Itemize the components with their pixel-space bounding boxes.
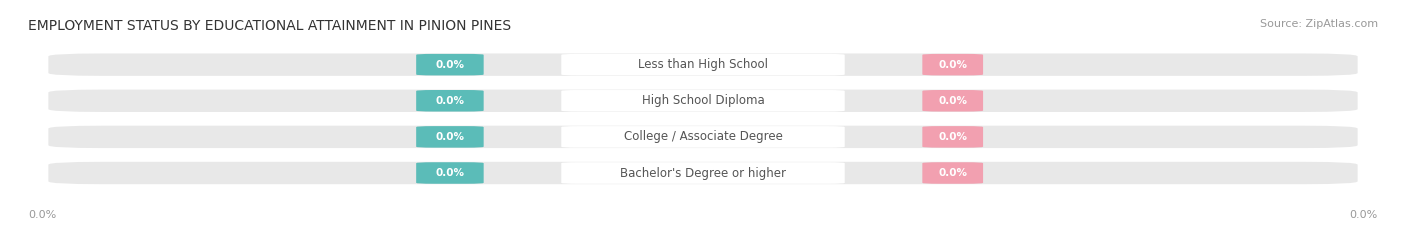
FancyBboxPatch shape [561,126,845,148]
FancyBboxPatch shape [416,126,484,148]
Text: 0.0%: 0.0% [938,168,967,178]
Text: 0.0%: 0.0% [938,132,967,142]
Text: 0.0%: 0.0% [938,60,967,70]
FancyBboxPatch shape [48,53,1358,76]
Text: College / Associate Degree: College / Associate Degree [624,130,782,143]
Text: 0.0%: 0.0% [938,96,967,106]
Text: 0.0%: 0.0% [1350,210,1378,220]
FancyBboxPatch shape [48,162,1358,184]
Text: Less than High School: Less than High School [638,58,768,71]
Text: Bachelor's Degree or higher: Bachelor's Degree or higher [620,167,786,179]
FancyBboxPatch shape [561,54,845,75]
Text: High School Diploma: High School Diploma [641,94,765,107]
FancyBboxPatch shape [416,54,484,75]
FancyBboxPatch shape [561,162,845,184]
FancyBboxPatch shape [416,162,484,184]
FancyBboxPatch shape [922,90,983,112]
FancyBboxPatch shape [48,126,1358,148]
Text: EMPLOYMENT STATUS BY EDUCATIONAL ATTAINMENT IN PINION PINES: EMPLOYMENT STATUS BY EDUCATIONAL ATTAINM… [28,19,512,33]
Text: 0.0%: 0.0% [436,132,464,142]
FancyBboxPatch shape [48,89,1358,112]
Text: 0.0%: 0.0% [436,96,464,106]
FancyBboxPatch shape [416,90,484,112]
FancyBboxPatch shape [922,162,983,184]
Text: 0.0%: 0.0% [28,210,56,220]
Text: 0.0%: 0.0% [436,168,464,178]
FancyBboxPatch shape [922,126,983,148]
FancyBboxPatch shape [922,54,983,75]
Text: Source: ZipAtlas.com: Source: ZipAtlas.com [1260,19,1378,29]
Text: 0.0%: 0.0% [436,60,464,70]
FancyBboxPatch shape [561,90,845,112]
